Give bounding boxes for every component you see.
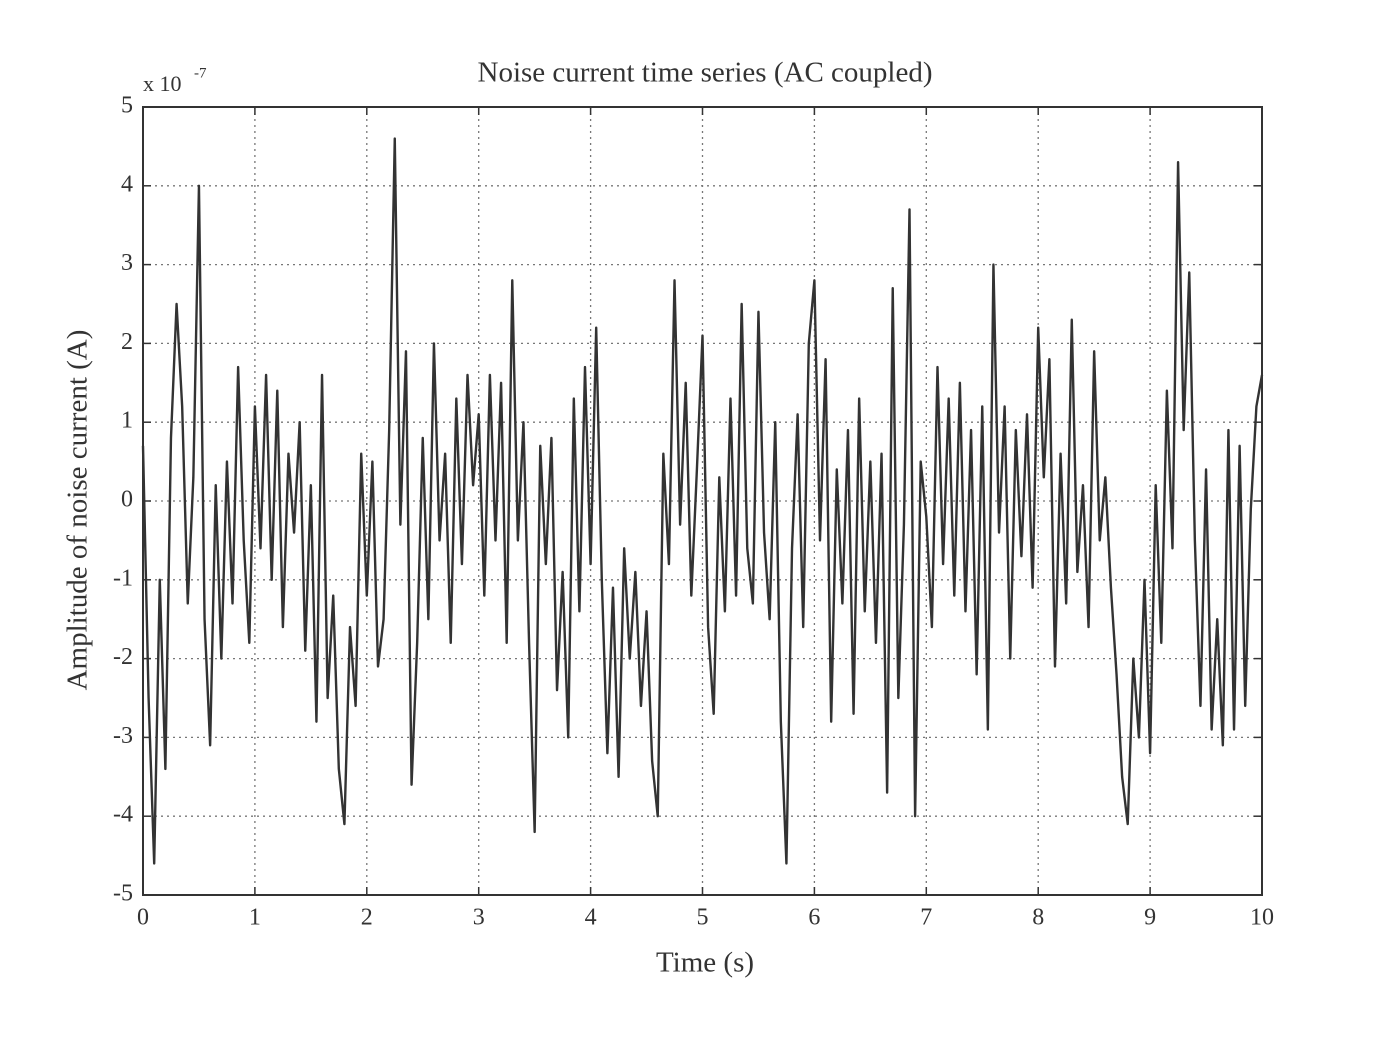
y-tick-label: -3 bbox=[113, 723, 133, 749]
x-axis-label: Time (s) bbox=[656, 947, 754, 979]
x-tick-label: 8 bbox=[1032, 905, 1044, 931]
data-line bbox=[141, 137, 1264, 865]
plot-area: 0 1 2 3 4 5 6 7 8 9 10 -5 -4 -3 -2 -1 0 1 2 3 4 5 bbox=[113, 93, 1274, 931]
x-tick-label: 10 bbox=[1250, 905, 1274, 931]
y-tick-label: 5 bbox=[121, 93, 133, 119]
y-multiplier: x 10 bbox=[143, 71, 182, 96]
y-tick-label: -5 bbox=[113, 881, 133, 907]
y-multiplier-exponent: -7 bbox=[194, 65, 207, 81]
x-tick-label: 9 bbox=[1144, 905, 1156, 931]
x-tick-label: 3 bbox=[473, 905, 485, 931]
y-tick-label: -2 bbox=[113, 644, 133, 670]
y-tick-label: 4 bbox=[121, 171, 133, 197]
plot-frame bbox=[142, 106, 1263, 896]
y-tick-label: -4 bbox=[113, 802, 133, 828]
x-tick-label: 6 bbox=[808, 905, 820, 931]
y-tick-label: 0 bbox=[121, 487, 133, 513]
x-tick-label: 5 bbox=[697, 905, 709, 931]
y-axis-label: Amplitude of noise current (A) bbox=[62, 330, 94, 691]
x-tick-label: 2 bbox=[361, 905, 373, 931]
x-tick-label: 4 bbox=[585, 905, 597, 931]
x-tick-label: 1 bbox=[249, 905, 261, 931]
chart-title: Noise current time series (AC coupled) bbox=[478, 57, 933, 89]
y-tick-label: 3 bbox=[121, 250, 133, 276]
x-tick-label: 0 bbox=[137, 905, 149, 931]
y-tick-label: 1 bbox=[121, 408, 133, 434]
y-tick-label: 2 bbox=[121, 329, 133, 355]
x-tick-label: 7 bbox=[920, 905, 932, 931]
y-tick-label: -1 bbox=[113, 565, 133, 591]
